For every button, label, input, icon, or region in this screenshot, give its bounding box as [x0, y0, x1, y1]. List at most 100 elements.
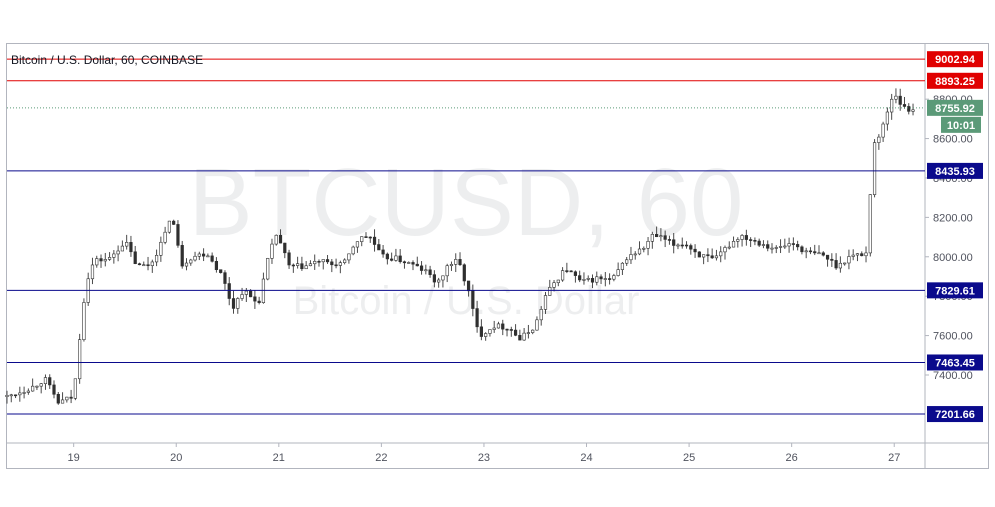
candle-body — [911, 109, 915, 112]
candle-body — [565, 270, 569, 272]
candle-body — [723, 247, 727, 253]
candle-body — [35, 385, 39, 388]
candle-body — [625, 259, 629, 264]
candle-body — [757, 240, 761, 246]
candle-body — [184, 262, 189, 267]
candle-body — [731, 240, 736, 248]
candle-body — [684, 244, 689, 247]
candle-body — [881, 123, 885, 138]
candle-body — [539, 309, 543, 321]
candle-body — [60, 399, 65, 404]
candle-body — [65, 396, 69, 401]
candle-body — [90, 264, 95, 280]
time-tick-label: 21 — [273, 452, 285, 464]
candle-body — [43, 377, 48, 384]
level-tag-label: 9002.94 — [935, 54, 976, 66]
chart-frame[interactable] — [6, 43, 989, 469]
candle-body — [676, 244, 680, 247]
candle-body — [736, 239, 740, 242]
candle-body — [99, 258, 103, 262]
candle-body — [253, 296, 257, 302]
candle-body — [821, 252, 825, 256]
candle-body — [39, 383, 43, 387]
candle-body — [338, 262, 342, 266]
candle-body — [210, 255, 214, 262]
candle-body — [706, 254, 710, 257]
countdown-tag — [941, 116, 981, 133]
level-tag — [927, 162, 983, 179]
candle-body — [112, 253, 116, 258]
candle-body — [851, 254, 855, 257]
level-tag-label: 8435.93 — [935, 166, 975, 178]
candle-body — [120, 245, 124, 252]
level-tag-label: 8893.25 — [935, 76, 975, 88]
symbol-title: Bitcoin / U.S. Dollar, 60, COINBASE — [11, 53, 204, 67]
level-tag — [927, 72, 983, 89]
candle-body — [894, 95, 898, 100]
candle-body — [855, 253, 860, 256]
candle-body — [740, 235, 744, 240]
candle-body — [125, 242, 129, 247]
candle-body — [176, 224, 180, 246]
candle-body — [193, 255, 197, 261]
candle-body — [488, 329, 492, 334]
candle-body — [526, 332, 530, 334]
candle-body — [791, 243, 795, 245]
candle-body — [697, 251, 701, 258]
candle-body — [308, 263, 313, 267]
candle-body — [702, 254, 706, 258]
candle-body — [56, 393, 60, 404]
candle-body — [266, 258, 270, 280]
candle-body — [52, 384, 56, 395]
level-tag — [927, 282, 983, 299]
candle-body — [898, 95, 902, 105]
candle-body — [129, 242, 133, 253]
candle-body — [599, 276, 603, 280]
candle-body — [407, 262, 411, 264]
candle-body — [552, 282, 556, 288]
time-tick-label: 23 — [478, 452, 490, 464]
candle-body — [334, 264, 338, 267]
candle-body — [351, 246, 355, 255]
candle-body — [428, 269, 432, 275]
candle-body — [364, 236, 368, 238]
candle-body — [206, 255, 210, 258]
price-tick-label: 8000.00 — [933, 252, 973, 264]
candle-body — [402, 261, 407, 264]
candle-body — [825, 254, 830, 260]
level-tag-label: 7463.45 — [935, 357, 975, 369]
price-tick-label: 7600.00 — [933, 331, 973, 343]
level-tag — [927, 406, 983, 423]
candle-body — [838, 262, 842, 269]
candle-body — [372, 236, 377, 245]
candle-body — [321, 259, 325, 263]
candle-body — [509, 329, 513, 331]
candle-body — [133, 251, 137, 264]
candle-body — [475, 308, 479, 328]
candle-body — [492, 327, 496, 330]
candle-body — [612, 275, 616, 280]
candle-body — [419, 265, 424, 271]
candle-body — [573, 271, 578, 276]
candle-body — [582, 279, 586, 281]
candle-body — [501, 323, 505, 330]
candle-body — [663, 235, 667, 240]
candle-body — [766, 244, 770, 249]
candle-body — [843, 262, 847, 265]
candle-body — [325, 259, 330, 263]
candle-body — [163, 231, 167, 243]
candle-body — [103, 259, 107, 262]
candle-body — [466, 280, 471, 292]
candle-body — [18, 392, 22, 396]
candle-body — [180, 245, 184, 267]
candle-body — [847, 256, 851, 264]
candle-body — [522, 332, 526, 341]
current-price-tag — [927, 99, 983, 116]
candle-body — [569, 270, 573, 273]
candle-body — [689, 245, 693, 250]
candle-body — [667, 239, 672, 241]
candle-body — [753, 240, 757, 242]
candle-body — [484, 333, 488, 337]
price-tick-label: 7400.00 — [933, 370, 973, 382]
